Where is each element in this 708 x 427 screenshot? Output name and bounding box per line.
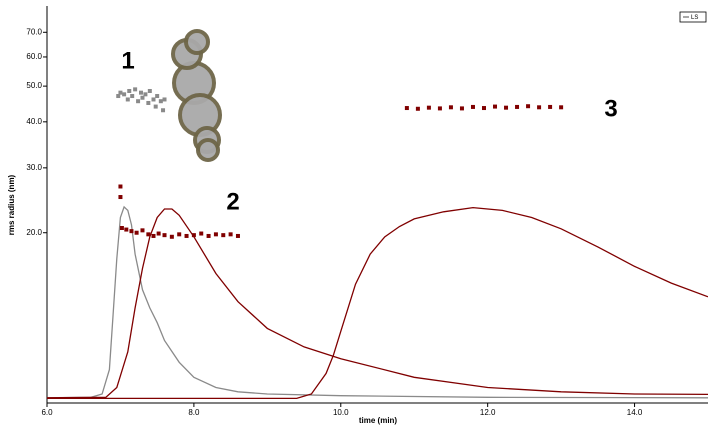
radius-point bbox=[177, 232, 182, 237]
radius-point bbox=[515, 104, 520, 109]
radius-point bbox=[158, 99, 163, 104]
radius-point bbox=[119, 225, 124, 230]
radius-point bbox=[191, 233, 196, 238]
radius-point bbox=[146, 100, 151, 105]
y-axis-label: rms radius (nm) bbox=[7, 174, 16, 235]
radius-point bbox=[437, 106, 442, 111]
radius-point bbox=[147, 88, 152, 93]
radius-point bbox=[139, 90, 144, 95]
radius-point bbox=[162, 97, 167, 102]
radius-point bbox=[559, 105, 564, 110]
y-tick-label: 60.0 bbox=[26, 52, 42, 61]
radius-point bbox=[206, 233, 211, 238]
radius-point bbox=[526, 104, 531, 109]
y-tick-label: 70.0 bbox=[26, 27, 42, 36]
ls-trace bbox=[47, 206, 708, 400]
x-tick-label: 6.0 bbox=[41, 408, 53, 417]
radius-point bbox=[136, 99, 141, 104]
radius-point bbox=[124, 227, 129, 232]
plot: 6.0 8.0 10.0 12.0 14.0 20.0 30.0 40.0 50.0 60.0 70… bbox=[26, 6, 708, 417]
radius-point bbox=[130, 94, 135, 99]
radius-point bbox=[118, 195, 123, 200]
annotation: 1 bbox=[121, 47, 134, 74]
radius-point bbox=[504, 105, 509, 110]
radius-point bbox=[404, 106, 409, 111]
radius-point bbox=[140, 228, 145, 233]
radius-point bbox=[116, 94, 121, 99]
radius-point bbox=[146, 232, 151, 237]
radius-point bbox=[162, 233, 167, 238]
x-tick-label: 10.0 bbox=[333, 408, 349, 417]
radius-point bbox=[448, 105, 453, 110]
annotation: 3 bbox=[604, 95, 617, 122]
radius-point bbox=[221, 233, 226, 238]
x-tick-label: 14.0 bbox=[627, 408, 643, 417]
legend-box bbox=[679, 11, 707, 23]
radius-point bbox=[537, 105, 542, 110]
annotation: 2 bbox=[226, 188, 239, 215]
radius-point bbox=[426, 105, 431, 110]
legend-label: LS bbox=[691, 15, 698, 21]
radius-point bbox=[151, 233, 156, 238]
radius-point bbox=[470, 104, 475, 109]
radius-point bbox=[548, 104, 553, 109]
y-tick-label: 50.0 bbox=[26, 81, 42, 90]
radius-point bbox=[213, 232, 218, 237]
radius-point bbox=[153, 104, 158, 109]
radius-point bbox=[133, 87, 138, 92]
y-tick-label: 20.0 bbox=[26, 228, 42, 237]
legend: LS bbox=[679, 11, 707, 23]
radius-point bbox=[155, 94, 160, 99]
radius-point bbox=[125, 97, 130, 102]
ls-trace bbox=[46, 205, 708, 399]
y-tick-label: 30.0 bbox=[26, 163, 42, 172]
radius-point bbox=[228, 232, 233, 237]
x-tick-label: 12.0 bbox=[480, 408, 496, 417]
radius-point bbox=[493, 104, 498, 109]
radius-point bbox=[122, 92, 127, 97]
radius-point bbox=[481, 106, 486, 111]
radius-point bbox=[143, 92, 148, 97]
x-axis-label: time (min) bbox=[359, 416, 398, 425]
radius-point bbox=[140, 95, 145, 100]
radius-point bbox=[134, 230, 139, 235]
radius-point bbox=[169, 234, 174, 239]
radius-point bbox=[161, 108, 166, 113]
radius-point bbox=[127, 88, 132, 93]
y-tick-label: 40.0 bbox=[26, 117, 42, 126]
radius-point bbox=[118, 90, 123, 95]
radius-point bbox=[235, 233, 240, 238]
radius-point bbox=[118, 184, 123, 189]
bubble bbox=[196, 138, 220, 162]
x-tick-label: 8.0 bbox=[188, 408, 200, 417]
radius-point bbox=[129, 229, 134, 234]
radius-point bbox=[156, 231, 161, 236]
radius-point bbox=[199, 231, 204, 236]
size-bubbles bbox=[171, 29, 222, 162]
radius-point bbox=[151, 97, 156, 102]
bubble bbox=[184, 29, 210, 55]
ls-trace bbox=[46, 208, 708, 399]
radius-point bbox=[415, 106, 420, 111]
radius-point bbox=[184, 233, 189, 238]
radius-point bbox=[459, 106, 464, 111]
